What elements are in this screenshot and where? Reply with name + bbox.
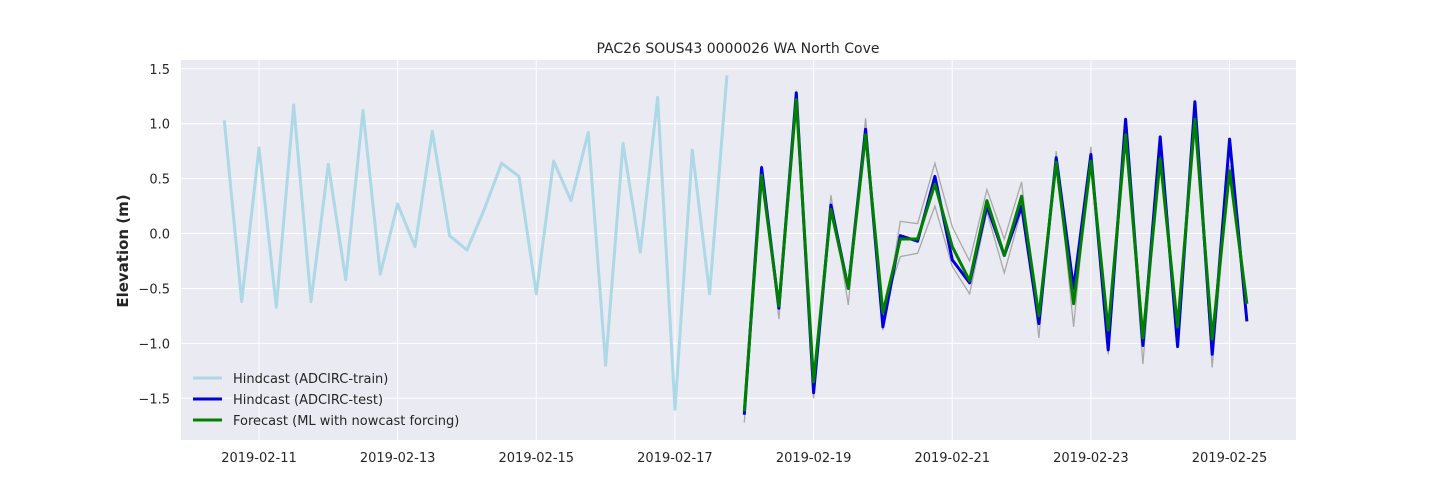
y-tick-label: 1.0 xyxy=(149,118,170,133)
x-tick-labels: 2019-02-11 2019-02-13 2019-02-15 2019-02-17… xyxy=(221,451,1267,466)
legend: Hindcast (ADCIRC-train) Hindcast (ADCIRC… xyxy=(193,372,459,429)
x-tick-label: 2019-02-21 xyxy=(914,451,990,466)
legend-label-test: Hindcast (ADCIRC-test) xyxy=(233,393,383,408)
chart-title: PAC26 SOUS43 0000026 WA North Cove xyxy=(597,41,880,57)
legend-item-test: Hindcast (ADCIRC-test) xyxy=(193,393,383,408)
y-axis-label: Elevation (m) xyxy=(114,194,132,307)
legend-label-train: Hindcast (ADCIRC-train) xyxy=(233,372,388,387)
x-tick-label: 2019-02-17 xyxy=(637,451,713,466)
y-tick-label: 1.5 xyxy=(149,63,170,78)
series-lines xyxy=(222,75,1249,415)
x-tick-label: 2019-02-19 xyxy=(776,451,852,466)
x-tick-label: 2019-02-23 xyxy=(1053,451,1129,466)
series-line-forecast xyxy=(742,98,1249,412)
y-tick-label: −1.5 xyxy=(138,392,170,407)
legend-item-train: Hindcast (ADCIRC-train) xyxy=(193,372,388,387)
legend-item-forecast: Forecast (ML with nowcast forcing) xyxy=(193,414,459,429)
y-tick-label: 0.5 xyxy=(149,173,170,188)
y-tick-label: −0.5 xyxy=(138,282,170,297)
x-tick-label: 2019-02-11 xyxy=(221,451,297,466)
x-tick-label: 2019-02-13 xyxy=(360,451,436,466)
y-tick-labels: 1.5 1.0 0.5 0.0 −0.5 −1.0 −1.5 xyxy=(138,63,170,407)
series-line-train xyxy=(222,75,729,411)
x-tick-label: 2019-02-25 xyxy=(1192,451,1268,466)
legend-label-forecast: Forecast (ML with nowcast forcing) xyxy=(233,414,459,429)
y-tick-label: 0.0 xyxy=(149,228,170,243)
y-tick-label: −1.0 xyxy=(138,337,170,352)
grid-lines xyxy=(181,60,1296,440)
x-tick-label: 2019-02-15 xyxy=(499,451,575,466)
